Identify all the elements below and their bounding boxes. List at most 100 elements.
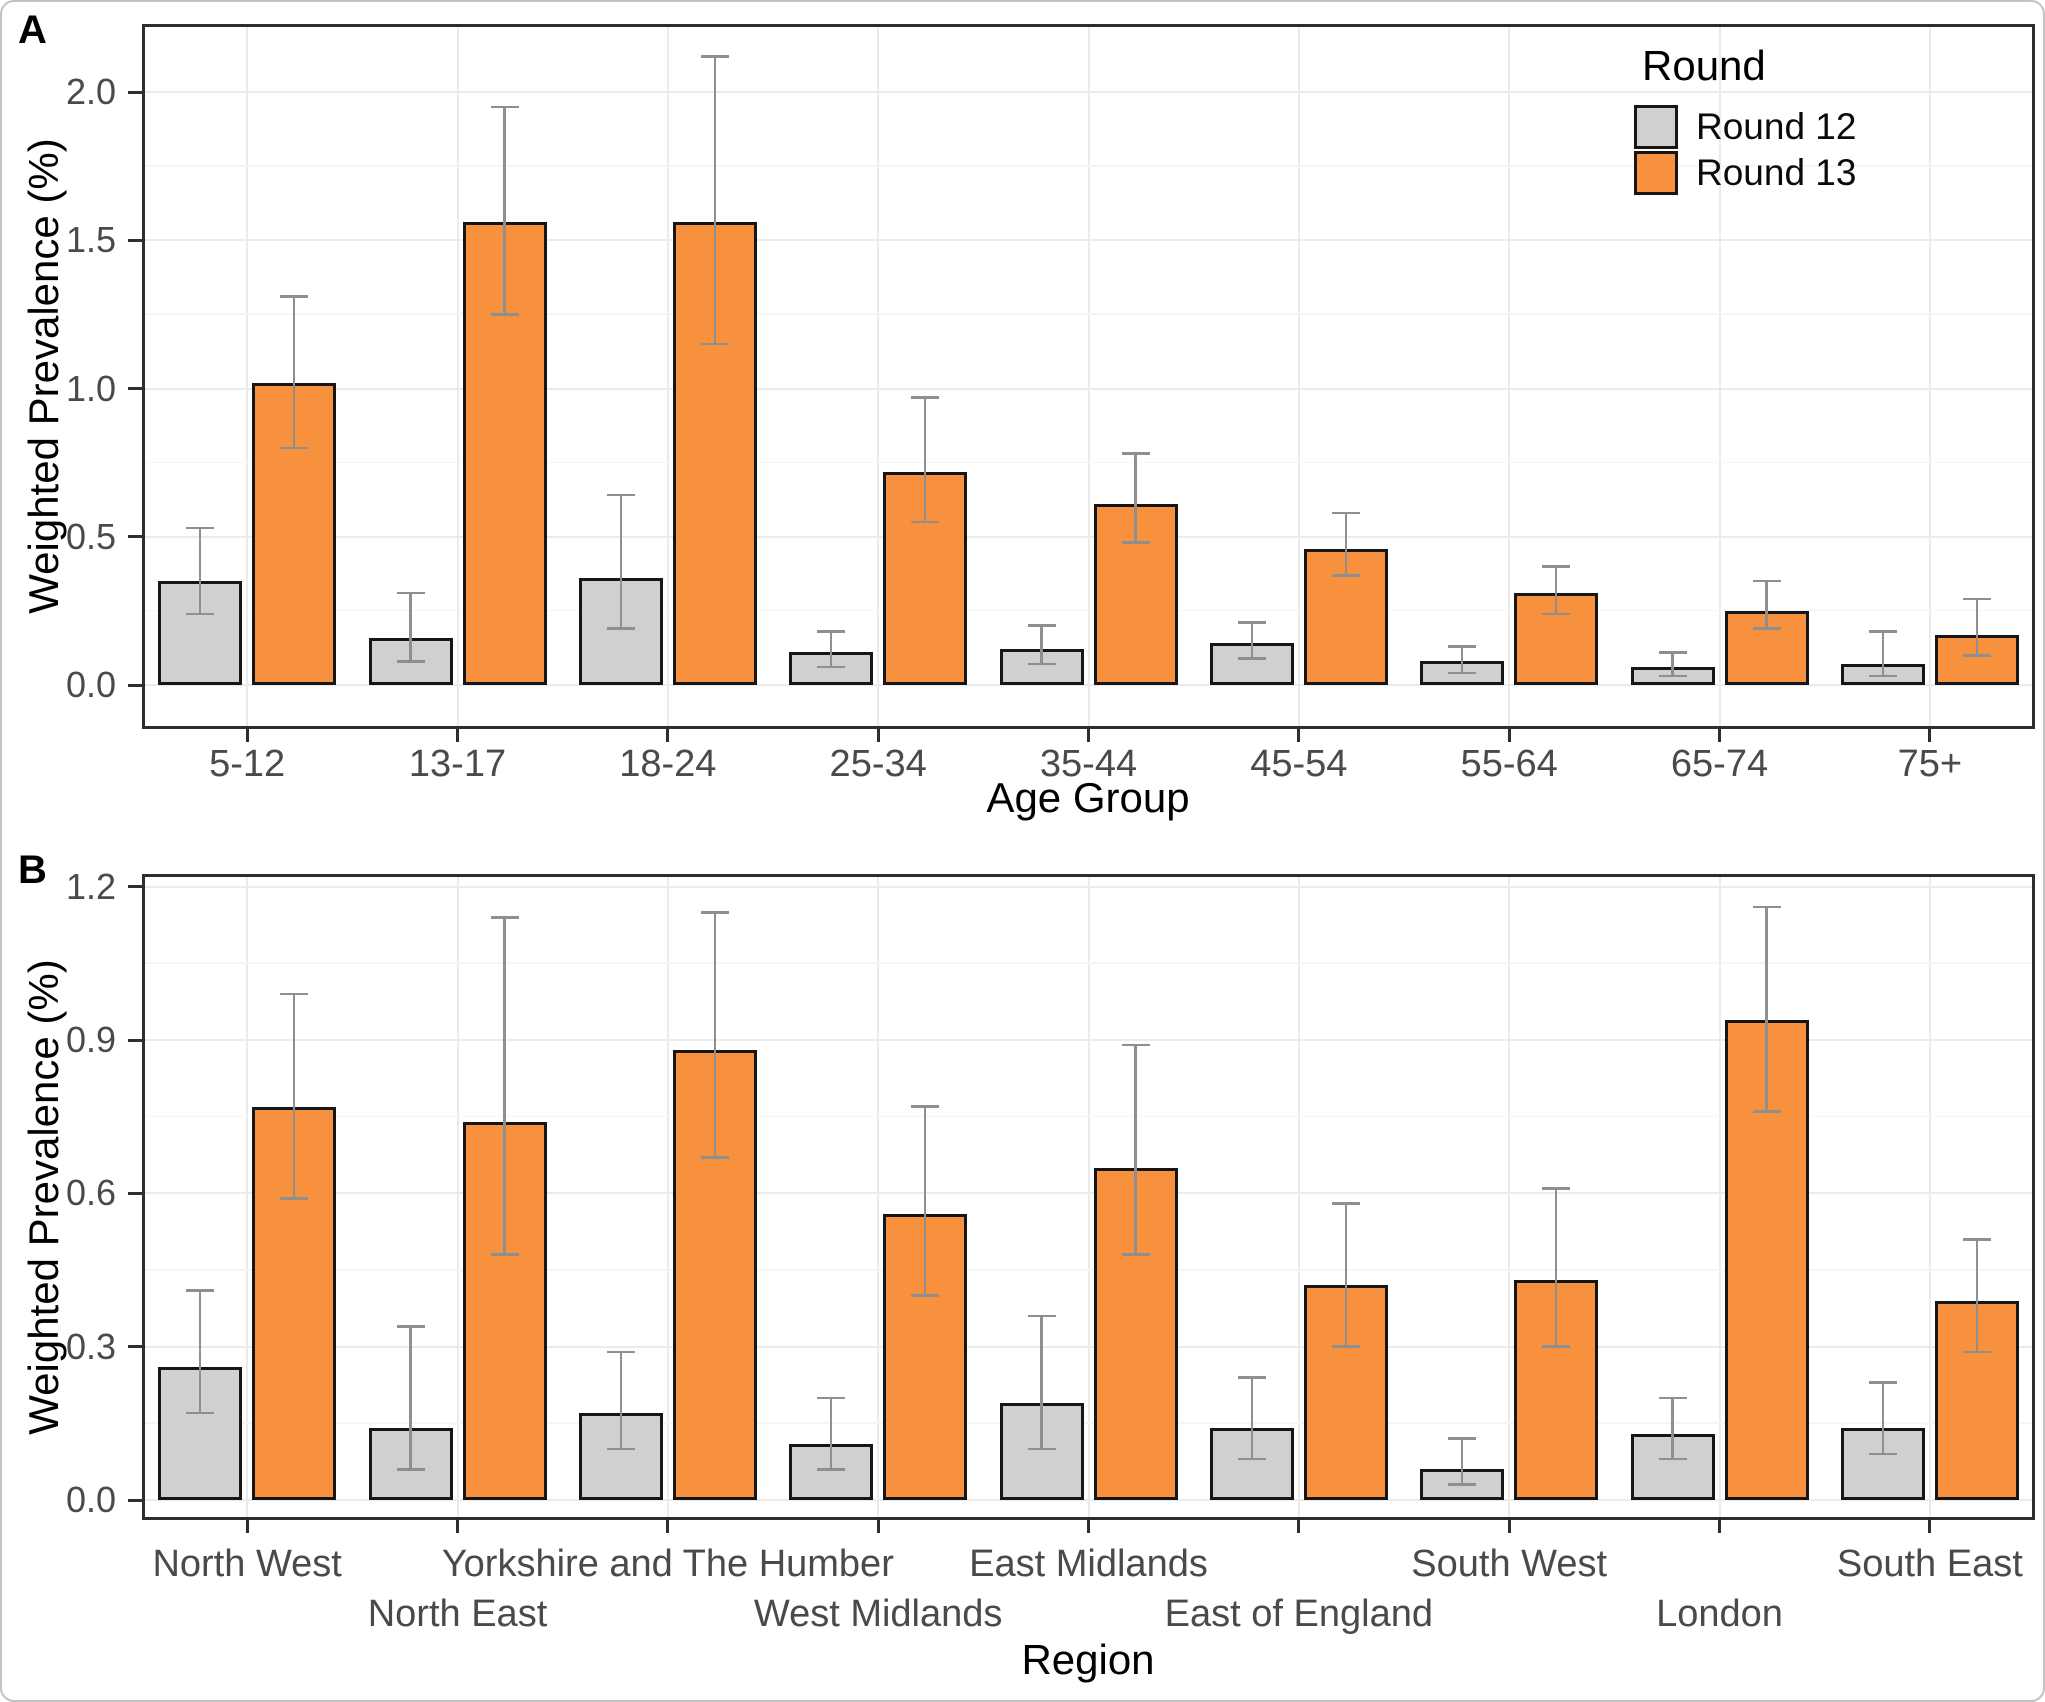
- panel-b-grid-major-x-north-east: [456, 877, 459, 1517]
- panel-b-x-tick-label-east-midlands: East Midlands: [969, 1543, 1208, 1585]
- panel-a-errorbar-round-12-18-24: [619, 495, 623, 629]
- panel-a-grid-major-x-55-64: [1508, 27, 1511, 726]
- panel-b-errorbar-cap-top-round-13-london: [1752, 905, 1781, 909]
- panel-b-x-axis-title: Region: [1021, 1636, 1155, 1683]
- panel-b-x-tick-label-yorkshire-and-the-humber: Yorkshire and The Humber: [441, 1543, 894, 1585]
- panel-a-y-tick-1: [128, 387, 142, 390]
- panel-a-x-tick-label-75: 75+: [1897, 743, 1963, 785]
- panel-a-y-tick-label-0.5: 0.5: [65, 515, 116, 557]
- panel-b-errorbar-round-12-north-east: [409, 1326, 412, 1470]
- panel-a-bar-round-12-35-44: [999, 649, 1084, 685]
- panel-b-errorbar-cap-top-round-12-south-east: [1868, 1381, 1897, 1384]
- panel-a-errorbar-cap-bottom-round-12-35-44: [1027, 662, 1056, 666]
- panel-a-x-tick-45-54: [1297, 729, 1301, 742]
- panel-b-bar-round-13-london: [1724, 1019, 1809, 1500]
- panel-b-x-tick-south-east: [1928, 1520, 1932, 1533]
- panel-a-grid-major-x-45-54: [1297, 27, 1300, 726]
- legend-label-round-12: Round 12: [1696, 106, 1857, 147]
- panel-a-errorbar-round-13-75: [1975, 599, 1979, 656]
- panel-b-errorbar-cap-top-round-12-east-midlands: [1027, 1314, 1056, 1318]
- panel-a-errorbar-cap-top-round-12-45-54: [1237, 621, 1266, 624]
- panel-a-grid-minor-y-1.25: [145, 313, 2032, 315]
- panel-b-errorbar-cap-bottom-round-13-south-west: [1542, 1345, 1571, 1348]
- panel-b-errorbar-cap-bottom-round-13-west-midlands: [911, 1294, 940, 1297]
- legend-entries: Round 12 Round 13: [1634, 104, 1856, 196]
- panel-b-x-tick-label-west-midlands: West Midlands: [753, 1593, 1003, 1635]
- panel-b-x-tick-west-midlands: [876, 1520, 880, 1533]
- panel-b-errorbar-round-13-east-midlands: [1134, 1045, 1137, 1255]
- panel-b-errorbar-cap-top-round-13-east-of-england: [1331, 1202, 1360, 1205]
- panel-b-grid-major-y-1.2: [145, 885, 2032, 888]
- panel-b-grid-major-x-london: [1718, 877, 1721, 1517]
- panel-a-errorbar-cap-bottom-round-12-18-24: [606, 627, 635, 630]
- panel-a-x-tick-55-64: [1507, 729, 1511, 742]
- panel-a-grid-minor-y-0.75: [145, 461, 2032, 464]
- panel-b-errorbar-round-13-yorkshire-and-the-humber: [713, 912, 717, 1158]
- panel-a-y-tick-label-2: 2.0: [65, 71, 116, 112]
- panel-a-x-axis-title: Age Group: [986, 774, 1190, 821]
- panel-b-errorbar-round-12-west-midlands: [829, 1397, 833, 1470]
- panel-b-errorbar-cap-top-round-12-south-west: [1448, 1437, 1477, 1440]
- panel-b-errorbar-cap-bottom-round-12-east-of-england: [1237, 1457, 1266, 1461]
- panel-b-errorbar-round-12-east-midlands: [1040, 1316, 1043, 1449]
- panel-a-errorbar-cap-bottom-round-13-13-17: [490, 313, 519, 316]
- panel-a-errorbar-cap-bottom-round-13-65-74: [1752, 627, 1781, 630]
- panel-b-grid-major-y-0.3: [145, 1345, 2032, 1348]
- panel-b-errorbar-round-12-south-east: [1881, 1382, 1885, 1454]
- panel-b-x-tick-north-west: [245, 1520, 249, 1533]
- panel-b-x-tick-north-east: [456, 1520, 459, 1533]
- panel-a-errorbar-cap-top-round-12-25-34: [817, 630, 846, 633]
- panel-a-grid-major-y-0: [145, 684, 2032, 686]
- panel-b-errorbar-cap-bottom-round-12-north-west: [186, 1411, 215, 1415]
- panel-a-errorbar-cap-top-round-13-5-12: [280, 295, 309, 298]
- panel-b-x-tick-label-north-west: North West: [152, 1543, 342, 1585]
- panel-a-errorbar-cap-bottom-round-13-5-12: [280, 446, 309, 450]
- panel-b-errorbar-round-12-yorkshire-and-the-humber: [619, 1351, 623, 1449]
- panel-b-errorbar-round-13-london: [1765, 907, 1768, 1112]
- panel-b-y-tick-0.6: [128, 1191, 142, 1195]
- panel-a-errorbar-cap-top-round-13-35-44: [1121, 452, 1150, 455]
- panel-b-y-tick-0.9: [128, 1038, 142, 1042]
- panel-a-errorbar-cap-top-round-12-35-44: [1027, 624, 1056, 627]
- panel-a-y-tick-0: [128, 683, 142, 687]
- panel-a-x-tick-label-13-17: 13-17: [408, 743, 507, 785]
- legend-swatch-round-13: [1634, 151, 1678, 195]
- panel-a-errorbar-round-12-13-17: [409, 593, 412, 662]
- panel-a-errorbar-cap-top-round-12-65-74: [1658, 651, 1687, 654]
- panel-b-errorbar-cap-top-round-13-north-east: [490, 916, 519, 919]
- panel-a-errorbar-cap-bottom-round-12-55-64: [1448, 671, 1477, 675]
- panel-a-errorbar-cap-bottom-round-13-25-34: [911, 520, 940, 524]
- panel-a-errorbar-cap-top-round-12-18-24: [606, 493, 635, 497]
- panel-a-x-tick-35-44: [1087, 729, 1090, 742]
- panel-b-grid-minor-y-0.15: [145, 1422, 2032, 1424]
- panel-b-errorbar-cap-bottom-round-13-south-east: [1962, 1350, 1991, 1354]
- panel-b-errorbar-cap-top-round-12-yorkshire-and-the-humber: [606, 1350, 635, 1354]
- panel-a-errorbar-round-13-35-44: [1134, 453, 1137, 543]
- panel-a-errorbar-cap-bottom-round-13-75: [1962, 654, 1991, 657]
- legend: Round Round 12 Round 13: [1634, 42, 1856, 196]
- panel-b-x-tick-east-midlands: [1087, 1520, 1090, 1533]
- panel-b-errorbar-round-13-south-west: [1554, 1188, 1558, 1347]
- panel-b-errorbar-round-13-south-east: [1975, 1239, 1979, 1352]
- panel-b-errorbar-cap-bottom-round-12-east-midlands: [1027, 1447, 1056, 1451]
- panel-a-errorbar-cap-bottom-round-12-75: [1868, 674, 1897, 678]
- panel-a-errorbar-cap-top-round-12-5-12: [186, 526, 215, 530]
- panel-a-x-tick-18-24: [666, 729, 670, 742]
- panel-b-y-tick-label-0.6: 0.6: [65, 1172, 116, 1214]
- panel-b-bar-round-12-east-midlands: [999, 1402, 1084, 1500]
- panel-b-errorbar-cap-bottom-round-13-north-west: [280, 1197, 309, 1200]
- panel-a-grid-major-y-1.5: [145, 239, 2032, 242]
- panel-b-errorbar-cap-bottom-round-13-east-of-england: [1331, 1345, 1360, 1348]
- panel-b-grid-major-y-0.6: [145, 1192, 2032, 1195]
- panel-a-y-tick-label-0: 0.0: [65, 664, 116, 705]
- panel-b-errorbar-round-12-east-of-england: [1250, 1377, 1254, 1460]
- panel-b-errorbar-cap-bottom-round-13-yorkshire-and-the-humber: [700, 1156, 729, 1159]
- legend-entry-round-13: Round 13: [1634, 150, 1856, 196]
- panel-a-errorbar-round-13-45-54: [1344, 513, 1348, 576]
- panel-a-grid-major-x-65-74: [1718, 27, 1721, 726]
- panel-b-errorbar-cap-top-round-12-west-midlands: [817, 1396, 846, 1400]
- panel-b-errorbar-cap-top-round-12-north-east: [396, 1325, 425, 1328]
- panel-a-errorbar-cap-bottom-round-13-18-24: [700, 342, 729, 346]
- panel-b-errorbar-cap-top-round-13-south-east: [1962, 1238, 1991, 1241]
